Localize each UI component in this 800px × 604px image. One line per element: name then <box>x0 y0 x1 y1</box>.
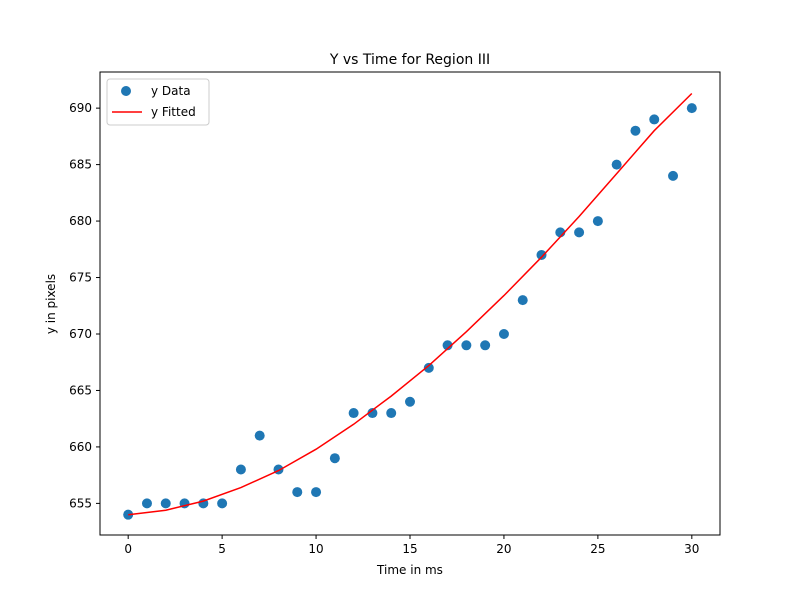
data-point <box>123 509 134 520</box>
data-point <box>141 498 152 509</box>
data-point <box>649 114 660 125</box>
x-tick-label: 10 <box>308 542 323 556</box>
data-point <box>517 295 528 306</box>
data-point <box>160 498 171 509</box>
x-tick-label: 20 <box>496 542 511 556</box>
data-point <box>329 453 340 464</box>
y-axis: 655 660 665 670 675 680 685 690 <box>69 101 100 510</box>
y-tick-label: 675 <box>69 271 92 285</box>
data-point <box>254 430 265 441</box>
data-point <box>630 125 641 136</box>
data-point <box>536 249 547 260</box>
x-tick-label: 5 <box>218 542 226 556</box>
data-point <box>348 408 359 419</box>
data-point <box>442 340 453 351</box>
x-tick-label: 15 <box>402 542 417 556</box>
legend-label-y-data: y Data <box>151 84 191 98</box>
y-axis-label: y in pixels <box>44 274 58 334</box>
legend-label-y-fitted: y Fitted <box>151 105 196 119</box>
chart-title: Y vs Time for Region III <box>329 52 490 68</box>
data-point <box>423 362 434 373</box>
y-tick-label: 660 <box>69 440 92 454</box>
legend: y Data y Fitted <box>106 78 210 126</box>
y-tick-label: 665 <box>69 383 92 397</box>
data-point <box>592 216 603 227</box>
legend-marker-y-data <box>121 86 131 96</box>
data-point <box>498 328 509 339</box>
y-tick-label: 670 <box>69 327 92 341</box>
data-point <box>292 487 303 498</box>
data-point <box>461 340 472 351</box>
data-point <box>235 464 246 475</box>
data-point <box>611 159 622 170</box>
x-axis: 0 5 10 15 20 25 30 <box>124 535 699 556</box>
x-tick-label: 0 <box>124 542 132 556</box>
x-tick-label: 30 <box>684 542 699 556</box>
data-point <box>386 408 397 419</box>
x-axis-label: Time in ms <box>376 563 443 577</box>
y-tick-label: 680 <box>69 214 92 228</box>
data-point <box>574 227 585 238</box>
x-tick-label: 25 <box>590 542 605 556</box>
data-point <box>217 498 228 509</box>
y-tick-label: 655 <box>69 496 92 510</box>
legend-box <box>106 78 210 126</box>
data-point <box>668 170 679 181</box>
data-point <box>686 103 697 114</box>
fitted-line <box>128 92 693 516</box>
data-point <box>311 487 322 498</box>
data-point <box>480 340 491 351</box>
y-tick-label: 685 <box>69 158 92 172</box>
data-point <box>405 396 415 407</box>
y-tick-label: 690 <box>69 101 92 115</box>
plot-area <box>123 92 697 520</box>
data-point <box>367 408 378 419</box>
